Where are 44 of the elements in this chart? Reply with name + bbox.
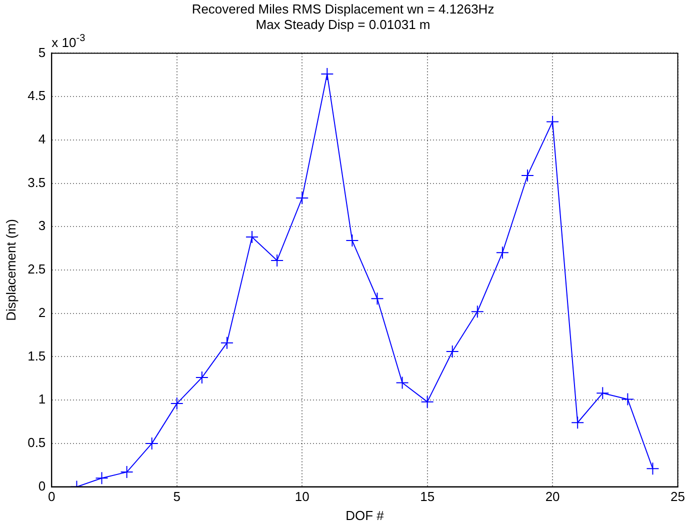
point: [170, 397, 184, 410]
point: [270, 254, 284, 267]
x-tick-label: 20: [545, 489, 560, 504]
x-axis-title: DOF #: [346, 508, 385, 523]
point: [145, 436, 158, 450]
y-tick-label: 3: [38, 218, 46, 234]
point: [320, 68, 334, 81]
y-tick-label: 0.5: [28, 435, 46, 450]
point: [420, 395, 434, 408]
point: [596, 386, 610, 400]
y-axis-title: Displacement (m): [3, 219, 18, 321]
point: [521, 168, 534, 182]
point: [621, 392, 634, 406]
y-tick-label: 4: [38, 132, 46, 146]
x-tick-label: 25: [670, 489, 686, 504]
point: [346, 234, 359, 248]
point: [246, 230, 259, 244]
y-tick-label: 2.5: [28, 262, 46, 277]
x-tick-label: 5: [173, 489, 181, 504]
point: [446, 345, 459, 358]
point: [195, 371, 208, 384]
x-tick-label: 15: [420, 489, 435, 504]
y-tick-label: 1.5: [28, 348, 46, 364]
point: [571, 416, 584, 430]
point: [470, 305, 484, 318]
chart-title: Recovered Miles RMS Displacement wn = 4.1263Hz: [192, 1, 494, 16]
point: [120, 466, 134, 479]
x-tick-label: 10: [294, 489, 310, 504]
point: [296, 192, 309, 205]
y-tick-label: 3.5: [28, 174, 46, 190]
point: [95, 472, 108, 485]
point: [646, 462, 660, 476]
y-tick-label: 5: [38, 44, 46, 60]
y-tick-label: 1: [38, 392, 46, 407]
point: [370, 292, 384, 306]
y-tick-label: 2: [38, 304, 46, 320]
point: [546, 115, 560, 128]
y-tick-label: 4.5: [28, 88, 46, 104]
chart-subtitle: Max Steady Disp = 0.01031 m: [256, 16, 430, 32]
y-tick-label: 0: [38, 478, 46, 494]
point: [220, 336, 234, 350]
x-tick-label: 0: [48, 489, 56, 504]
point: [496, 246, 509, 260]
point: [396, 376, 409, 390]
